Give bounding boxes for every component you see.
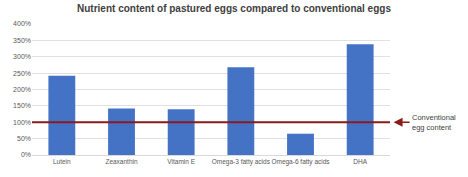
svg-text:Omega-6 fatty acids: Omega-6 fatty acids xyxy=(271,158,330,166)
svg-text:Vitamin E: Vitamin E xyxy=(167,158,195,165)
svg-text:Omega-3 fatty acids: Omega-3 fatty acids xyxy=(212,158,271,166)
svg-text:Zeaxanthin: Zeaxanthin xyxy=(105,158,138,165)
svg-text:50%: 50% xyxy=(17,135,31,142)
svg-text:Nutrient content of pastured e: Nutrient content of pastured eggs compar… xyxy=(77,3,391,14)
svg-text:DHA: DHA xyxy=(353,158,367,165)
svg-text:0%: 0% xyxy=(21,151,31,158)
svg-text:250%: 250% xyxy=(13,70,31,77)
svg-text:Lutein: Lutein xyxy=(53,158,71,165)
svg-text:Conventionalegg content: Conventionalegg content xyxy=(412,113,456,132)
svg-text:300%: 300% xyxy=(13,53,31,60)
svg-text:150%: 150% xyxy=(13,102,31,109)
svg-text:350%: 350% xyxy=(13,37,31,44)
svg-text:400%: 400% xyxy=(13,20,31,27)
svg-text:200%: 200% xyxy=(13,86,31,93)
svg-text:100%: 100% xyxy=(13,119,31,126)
